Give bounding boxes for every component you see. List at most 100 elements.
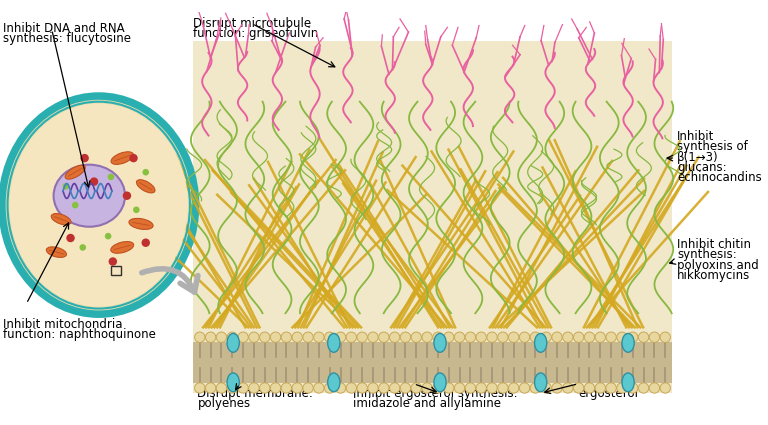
Circle shape: [617, 332, 627, 343]
Circle shape: [79, 244, 86, 251]
Circle shape: [638, 383, 649, 393]
Ellipse shape: [129, 218, 153, 230]
Circle shape: [541, 383, 551, 393]
Circle shape: [617, 383, 627, 393]
Circle shape: [108, 173, 114, 180]
Circle shape: [487, 332, 497, 343]
Bar: [193, 343, 672, 383]
Circle shape: [563, 332, 573, 343]
Circle shape: [476, 332, 486, 343]
Text: Disrupt microtubule: Disrupt microtubule: [193, 17, 311, 30]
Text: nikkomycins: nikkomycins: [677, 269, 750, 282]
Circle shape: [346, 332, 356, 343]
Text: Inhibit ergosterol synthesis:: Inhibit ergosterol synthesis:: [353, 387, 517, 399]
Circle shape: [292, 383, 303, 393]
Ellipse shape: [9, 104, 188, 307]
Circle shape: [627, 383, 638, 393]
Text: echinocandins: echinocandins: [677, 171, 762, 184]
Text: function: naphthoquinone: function: naphthoquinone: [3, 328, 156, 341]
FancyArrowPatch shape: [142, 269, 198, 292]
Text: synthesis: flucytosine: synthesis: flucytosine: [3, 32, 131, 45]
Circle shape: [389, 332, 400, 343]
Circle shape: [270, 383, 281, 393]
Circle shape: [530, 332, 541, 343]
Ellipse shape: [65, 165, 85, 179]
Ellipse shape: [328, 334, 340, 352]
Ellipse shape: [54, 164, 125, 227]
Circle shape: [292, 332, 303, 343]
Circle shape: [660, 332, 670, 343]
Circle shape: [303, 332, 313, 343]
Circle shape: [227, 383, 237, 393]
Circle shape: [81, 154, 89, 162]
Circle shape: [552, 332, 562, 343]
Circle shape: [336, 383, 346, 393]
Circle shape: [444, 383, 454, 393]
Circle shape: [422, 332, 432, 343]
Text: Inhibit chitin: Inhibit chitin: [677, 238, 751, 251]
Circle shape: [368, 383, 378, 393]
Circle shape: [606, 332, 616, 343]
Circle shape: [194, 383, 205, 393]
Ellipse shape: [328, 373, 340, 392]
Circle shape: [519, 332, 530, 343]
Text: Inhibit DNA and RNA: Inhibit DNA and RNA: [3, 22, 124, 35]
Ellipse shape: [622, 334, 634, 352]
Text: glucans:: glucans:: [677, 161, 727, 174]
Circle shape: [281, 383, 292, 393]
Circle shape: [313, 383, 324, 393]
Circle shape: [660, 383, 670, 393]
Circle shape: [357, 383, 367, 393]
Text: Inhibit mitochondria: Inhibit mitochondria: [3, 318, 122, 331]
Circle shape: [465, 383, 475, 393]
Text: ergosterol: ergosterol: [578, 387, 638, 399]
Circle shape: [487, 383, 497, 393]
Circle shape: [649, 383, 660, 393]
Circle shape: [313, 332, 324, 343]
Circle shape: [123, 192, 131, 200]
Ellipse shape: [111, 152, 134, 164]
Circle shape: [133, 207, 140, 213]
Circle shape: [238, 332, 248, 343]
Ellipse shape: [46, 247, 67, 258]
Circle shape: [455, 332, 465, 343]
Circle shape: [519, 383, 530, 393]
Ellipse shape: [137, 180, 155, 193]
Ellipse shape: [434, 373, 446, 392]
Circle shape: [72, 202, 78, 208]
Circle shape: [325, 383, 335, 393]
Circle shape: [303, 383, 313, 393]
Circle shape: [400, 383, 411, 393]
Circle shape: [432, 332, 443, 343]
Circle shape: [336, 332, 346, 343]
Circle shape: [227, 332, 237, 343]
Circle shape: [541, 332, 551, 343]
Circle shape: [627, 332, 638, 343]
Bar: [193, 40, 672, 393]
Circle shape: [206, 383, 216, 393]
Circle shape: [389, 383, 400, 393]
Circle shape: [400, 332, 411, 343]
Ellipse shape: [51, 213, 71, 225]
Circle shape: [422, 383, 432, 393]
Circle shape: [444, 332, 454, 343]
Ellipse shape: [0, 92, 200, 318]
Circle shape: [249, 332, 259, 343]
Circle shape: [649, 332, 660, 343]
Circle shape: [346, 383, 356, 393]
Circle shape: [66, 234, 74, 242]
Circle shape: [217, 332, 227, 343]
Text: Inhibit: Inhibit: [677, 130, 714, 143]
Circle shape: [595, 332, 605, 343]
Ellipse shape: [622, 373, 634, 392]
Circle shape: [281, 332, 292, 343]
Circle shape: [108, 257, 117, 266]
Circle shape: [465, 332, 475, 343]
Circle shape: [142, 169, 149, 176]
Circle shape: [260, 383, 270, 393]
Circle shape: [455, 383, 465, 393]
Circle shape: [357, 332, 367, 343]
Circle shape: [217, 383, 227, 393]
Bar: [111, 266, 121, 275]
Text: imidazole and allylamine: imidazole and allylamine: [353, 397, 501, 410]
